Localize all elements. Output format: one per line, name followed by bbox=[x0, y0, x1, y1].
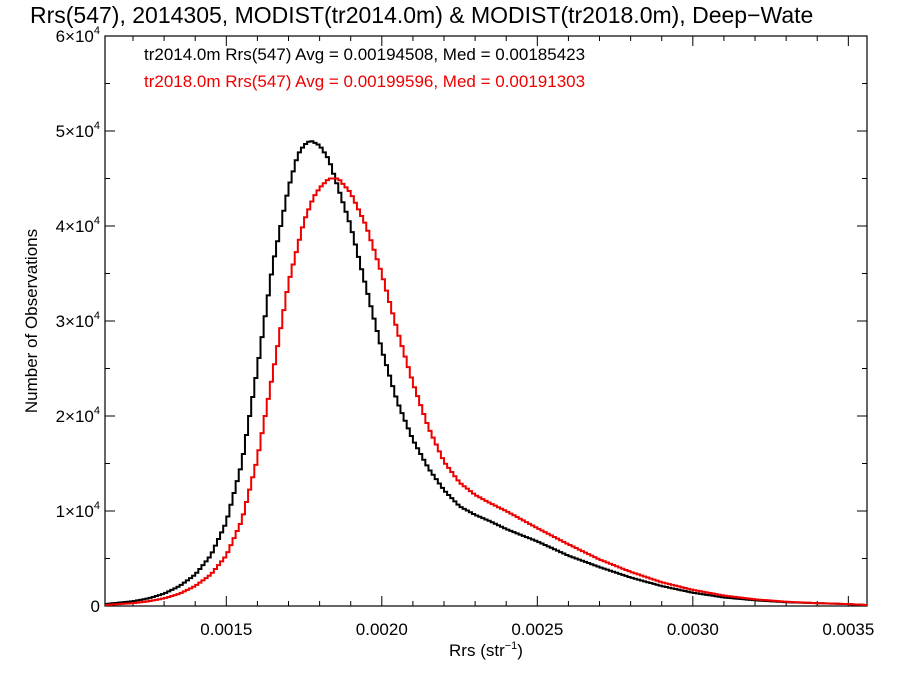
x-tick-label: 0.0025 bbox=[511, 620, 563, 639]
y-tick-label: 6×104 bbox=[56, 25, 100, 46]
plot-frame bbox=[104, 35, 868, 607]
x-tick-label: 0.0020 bbox=[356, 620, 408, 639]
x-tick-label: 0.0035 bbox=[822, 620, 874, 639]
legend: tr2014.0m Rrs(547) Avg = 0.00194508, Med… bbox=[144, 45, 585, 91]
y-axis-title: Number of Observations bbox=[22, 229, 41, 413]
histogram-series-1 bbox=[105, 177, 867, 606]
x-axis-title-superscript: −1 bbox=[505, 640, 518, 652]
y-tick-label: 2×104 bbox=[56, 405, 100, 426]
x-tick-label: 0.0015 bbox=[200, 620, 252, 639]
series-layer bbox=[105, 140, 867, 606]
x-axis-title-text: Rrs (str bbox=[449, 641, 505, 660]
x-axis-title-end: ) bbox=[517, 641, 523, 660]
legend-entry-1: tr2018.0m Rrs(547) Avg = 0.00199596, Med… bbox=[144, 72, 585, 91]
legend-entry-0: tr2014.0m Rrs(547) Avg = 0.00194508, Med… bbox=[144, 45, 585, 64]
chart-title: Rrs(547), 2014305, MODIST(tr2014.0m) & M… bbox=[30, 2, 814, 28]
x-tick-label: 0.0030 bbox=[667, 620, 719, 639]
y-tick-label: 0 bbox=[91, 597, 100, 616]
y-tick-label: 1×104 bbox=[56, 500, 100, 521]
y-tick-label: 4×104 bbox=[56, 215, 100, 236]
y-tick-label: 3×104 bbox=[56, 310, 100, 331]
histogram-series-0 bbox=[105, 140, 867, 606]
x-axis-title: Rrs (str−1) bbox=[449, 640, 523, 660]
y-tick-label: 5×104 bbox=[56, 120, 100, 141]
axis-ticks: 0.0015 0.0020 0.0025 0.0030 0.0035 0 1×104 2×10… bbox=[56, 25, 875, 639]
